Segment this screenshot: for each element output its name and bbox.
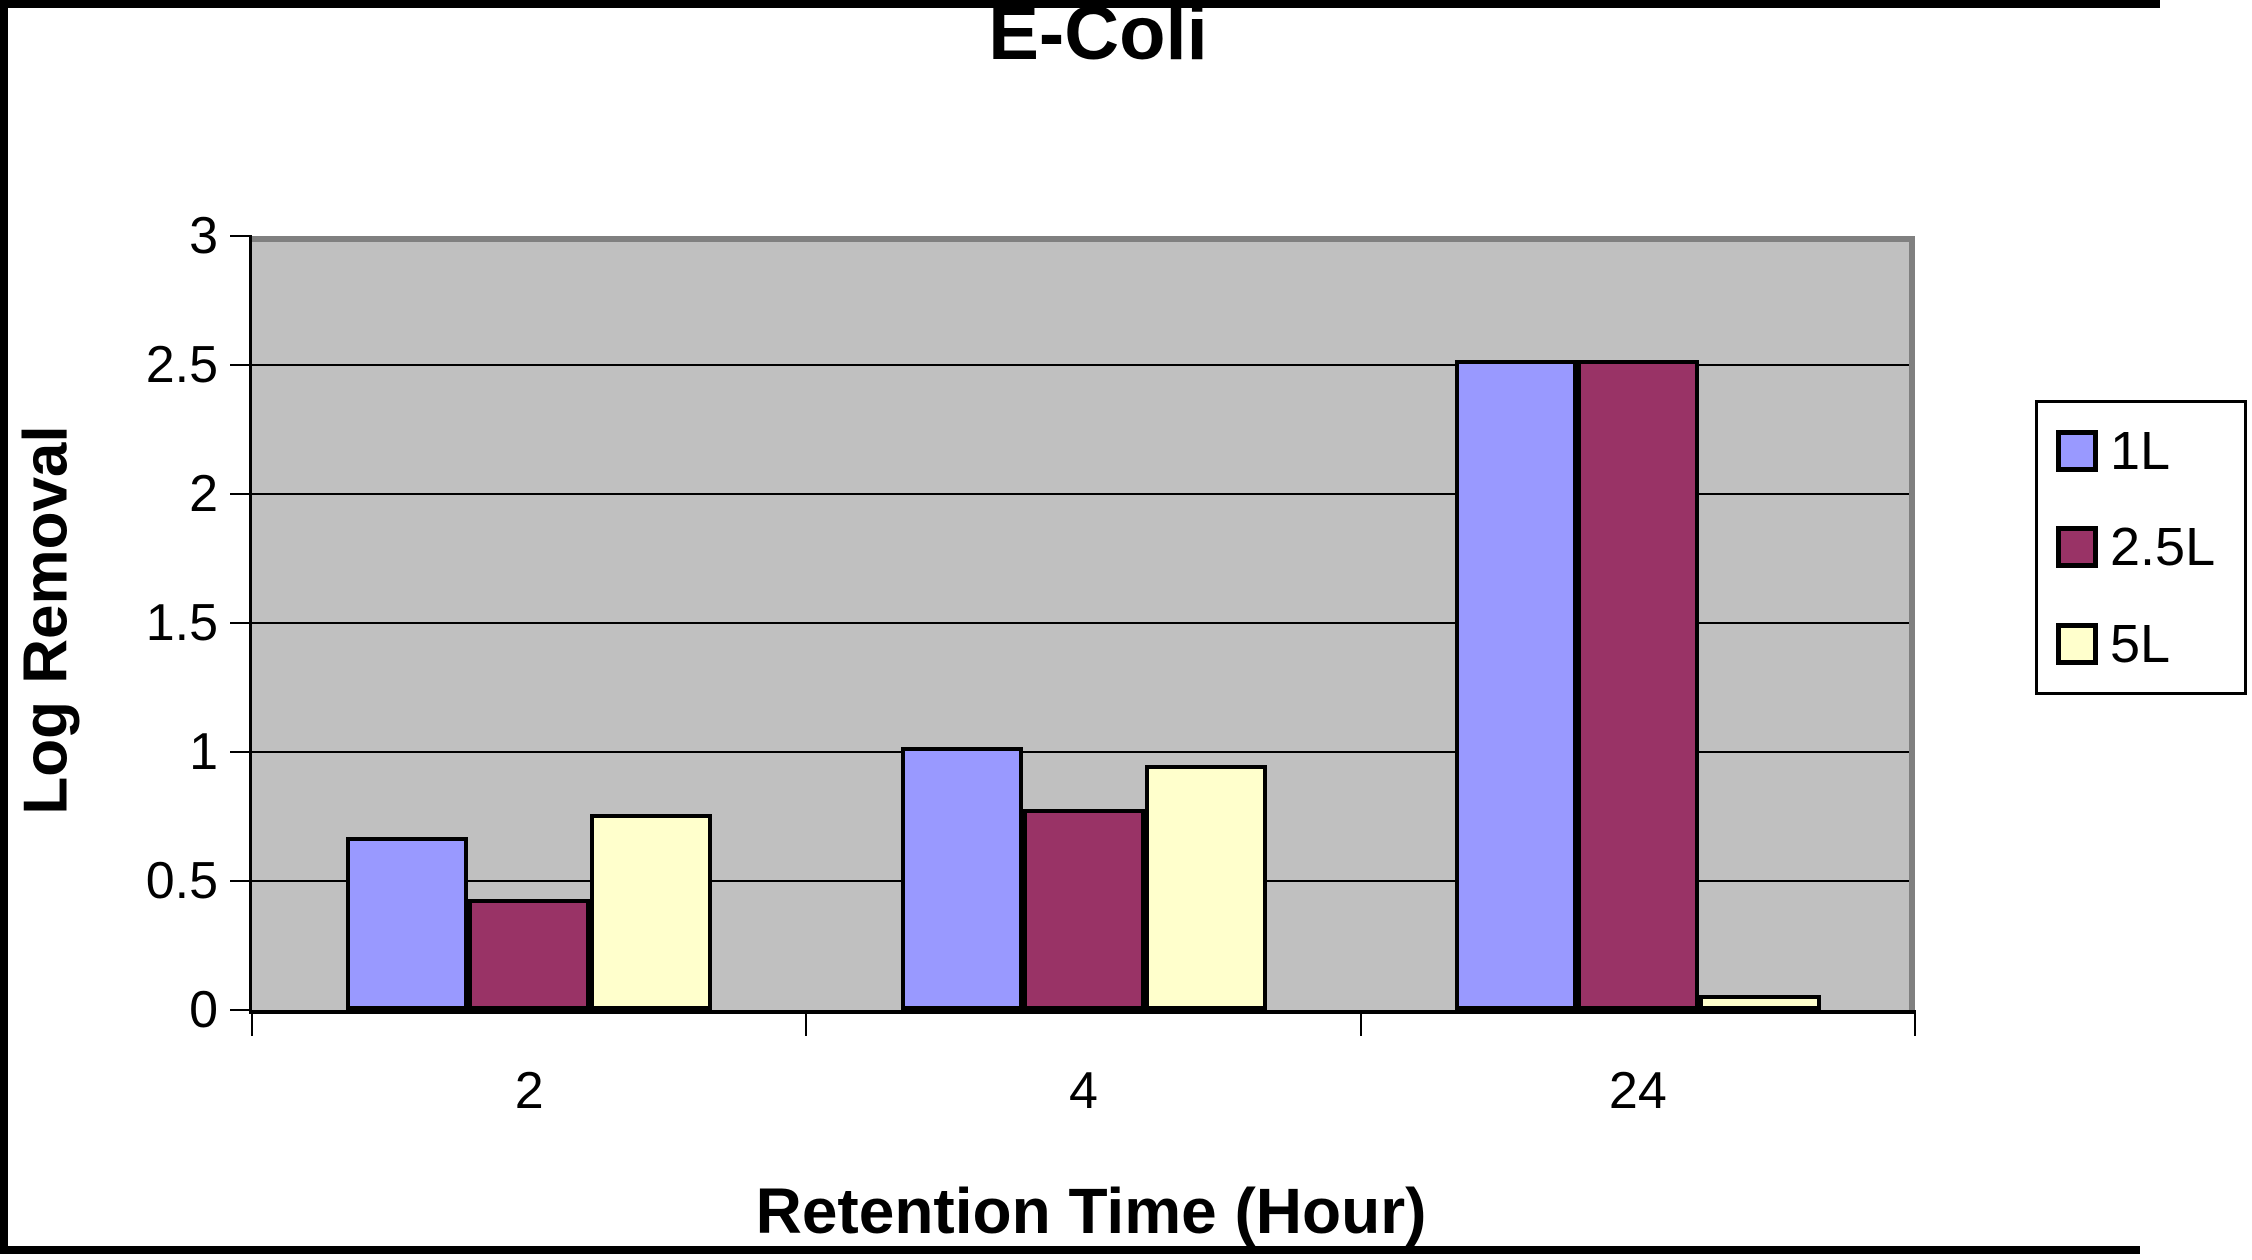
- y-tick-mark: [230, 880, 252, 882]
- legend-label: 2.5L: [2110, 517, 2216, 578]
- bar-5L-24: [1698, 994, 1821, 1010]
- x-tick-mark: [1359, 1010, 1362, 1036]
- y-tick-label: 0: [189, 981, 218, 1039]
- x-tick-mark: [805, 1010, 808, 1036]
- y-tick-mark: [230, 622, 252, 624]
- bar-1L-2: [346, 837, 469, 1010]
- bar-2.5L-24: [1576, 359, 1699, 1010]
- x-tick-mark: [1914, 1010, 1916, 1036]
- y-tick-mark: [230, 493, 252, 495]
- bar-5L-2: [590, 813, 713, 1010]
- legend-swatch-2.5L: [2056, 526, 2098, 569]
- frame-border-top: [0, 0, 2160, 8]
- legend-swatch-1L: [2056, 430, 2098, 473]
- gridline: [252, 751, 1909, 753]
- bar-5L-4: [1144, 764, 1267, 1010]
- y-tick-label: 1.5: [145, 594, 218, 652]
- legend-entry-5L: 5L: [2056, 617, 2244, 671]
- y-tick-label: 0.5: [145, 852, 218, 910]
- bar-1L-4: [900, 746, 1023, 1010]
- legend: 1L 2.5L 5L: [2035, 400, 2247, 695]
- x-tick-label: 24: [1608, 1062, 1667, 1120]
- y-tick-mark: [230, 364, 252, 366]
- legend-entry-1L: 1L: [2056, 424, 2244, 478]
- gridline: [252, 364, 1909, 366]
- y-tick-label: 3: [189, 207, 218, 265]
- legend-entry-2.5L: 2.5L: [2056, 520, 2244, 574]
- y-tick-label: 1: [189, 723, 218, 781]
- x-axis-line: [249, 1010, 1915, 1014]
- legend-label: 5L: [2110, 613, 2171, 674]
- legend-swatch-5L: [2056, 622, 2098, 665]
- y-tick-label: 2: [189, 465, 218, 523]
- x-axis-title: Retention Time (Hour): [755, 1175, 1427, 1247]
- chart-title: E-Coli: [988, 0, 1208, 76]
- frame-border-bottom: [0, 1246, 2140, 1254]
- bar-2.5L-4: [1022, 808, 1145, 1010]
- gridline: [252, 493, 1909, 495]
- x-tick-label: 4: [1069, 1062, 1098, 1120]
- legend-label: 1L: [2110, 421, 2171, 482]
- y-tick-mark: [230, 751, 252, 753]
- y-tick-mark: [230, 1009, 252, 1011]
- gridline: [252, 622, 1909, 624]
- y-tick-mark: [230, 235, 252, 237]
- x-tick-label: 2: [514, 1062, 544, 1120]
- frame-border-left: [0, 0, 8, 1253]
- bar-1L-24: [1454, 359, 1577, 1010]
- bar-2.5L-2: [468, 899, 591, 1010]
- x-tick-mark: [251, 1010, 253, 1036]
- y-tick-label: 2.5: [145, 336, 218, 394]
